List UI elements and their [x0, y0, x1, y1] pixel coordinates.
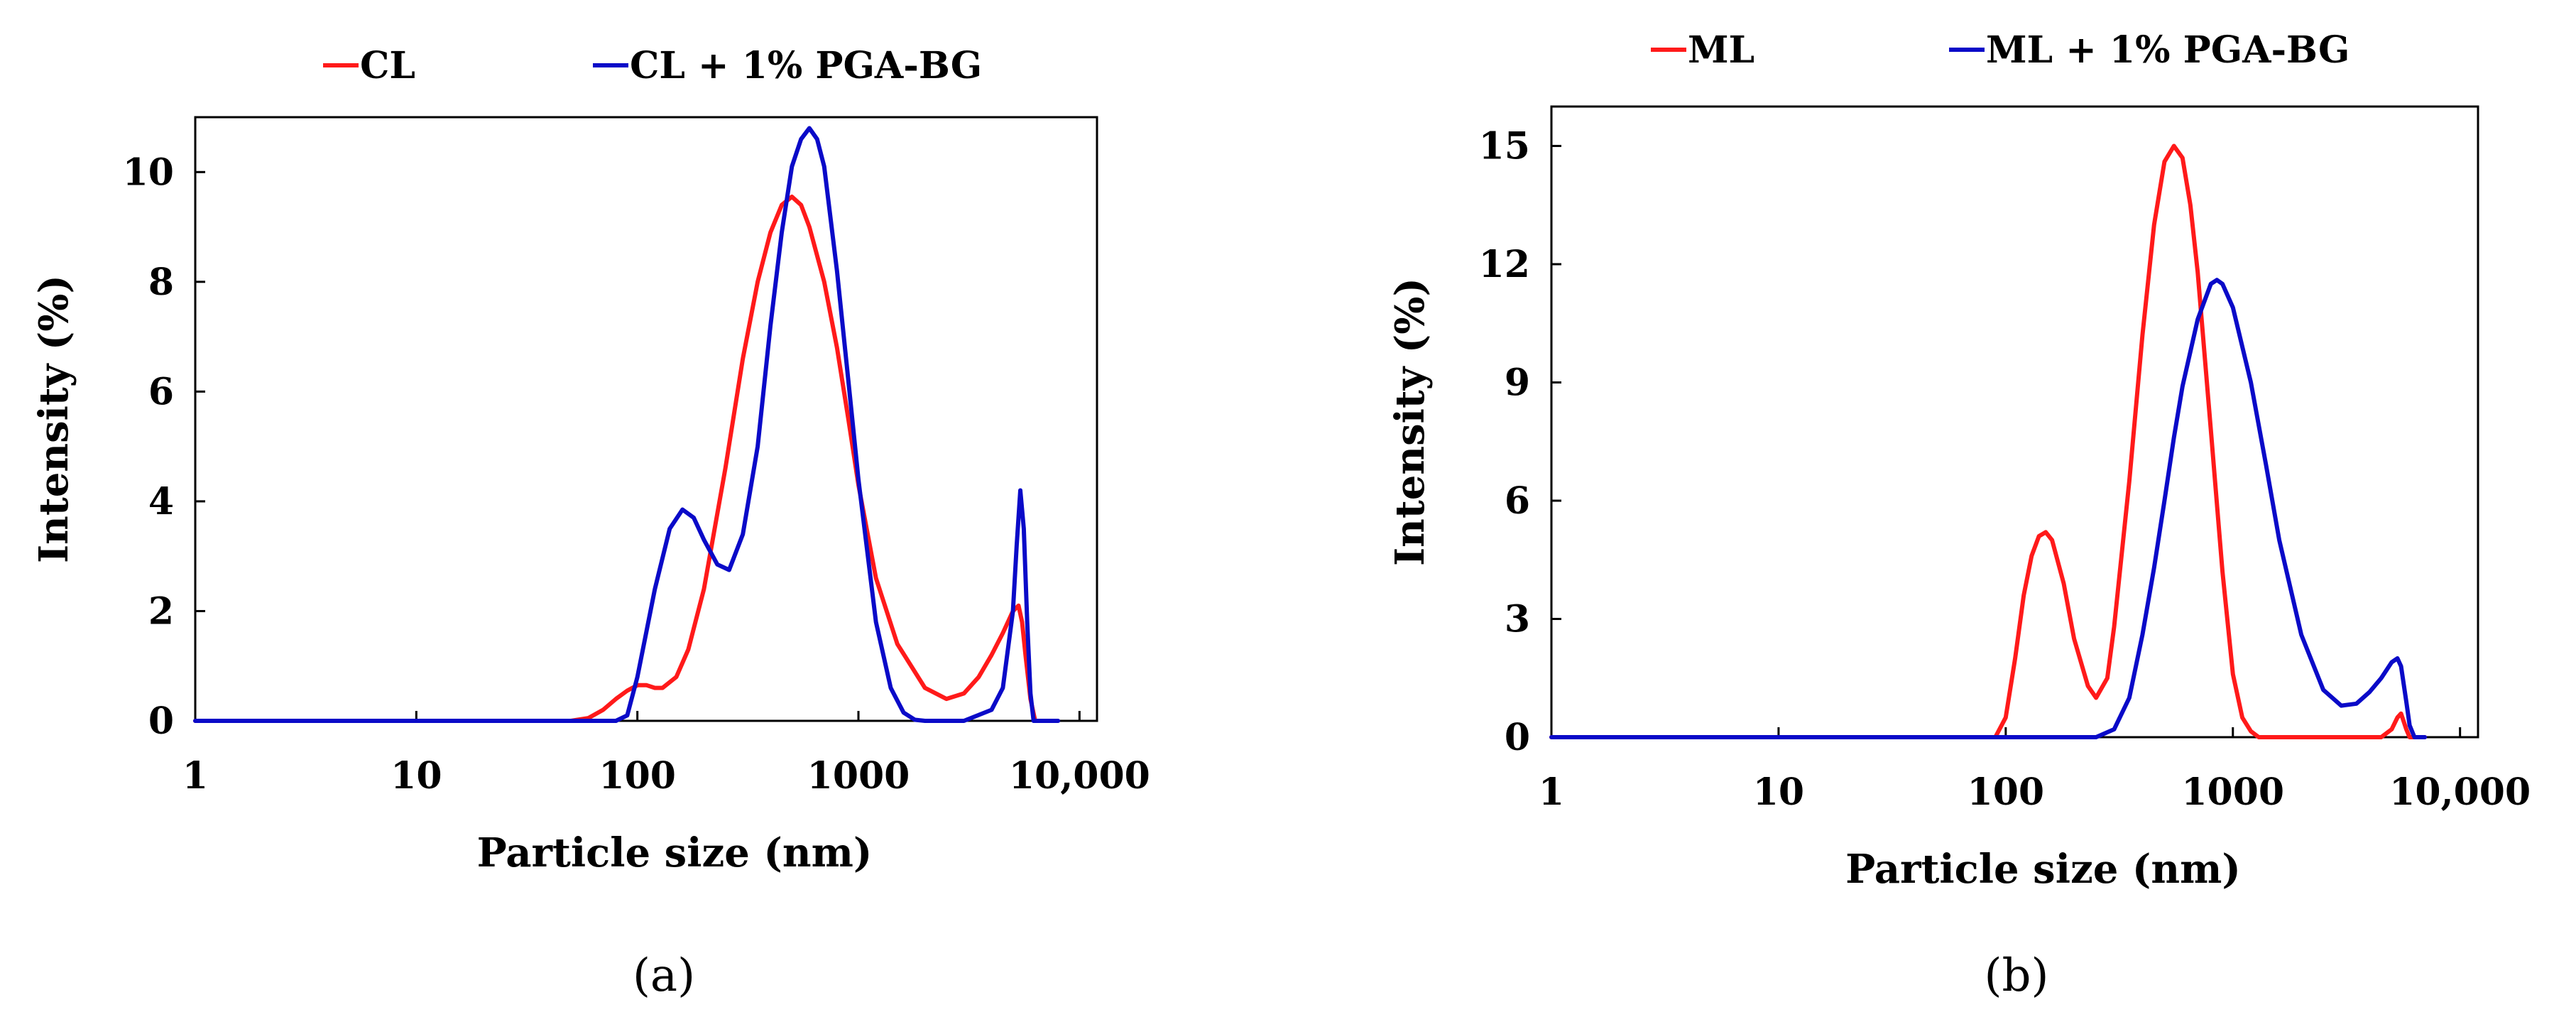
x-tick-label: 10,000 [2389, 771, 2531, 814]
y-axis-title: Intensity (%) [31, 275, 77, 563]
x-tick-label: 100 [599, 754, 676, 798]
y-tick-label: 8 [148, 261, 174, 304]
legend-label-2: ML + 1% PGA-BG [1986, 28, 2349, 72]
x-axis-title: Particle size (nm) [477, 830, 873, 876]
y-axis-title: Intensity (%) [1387, 278, 1434, 566]
series-line-2 [193, 126, 1061, 723]
y-tick-label: 12 [1479, 243, 1530, 286]
x-tick-label: 1000 [2181, 771, 2284, 814]
panel-a: 1 10 100 1000 10,000 0 2 4 6 8 10 Particle size (nm… [31, 44, 1150, 1002]
plot-frame [194, 116, 1098, 722]
x-tick-label: 1 [1539, 771, 1564, 814]
legend-label-1: CL [360, 44, 415, 87]
x-tick-label: 10 [1753, 771, 1804, 814]
series-line-1 [193, 195, 1037, 723]
y-tick-label: 0 [1505, 716, 1530, 759]
series-line-2 [1549, 278, 2428, 739]
x-tick-label: 1000 [807, 754, 910, 798]
legend-label-1: ML [1688, 28, 1754, 72]
x-axis-title: Particle size (nm) [1845, 846, 2241, 893]
y-tick-label: 10 [123, 151, 174, 194]
panel-b: 1 10 100 1000 10,000 0 3 6 9 12 15 Particle size (n… [1387, 28, 2531, 1002]
y-tick-label: 2 [148, 589, 174, 633]
y-tick-label: 4 [148, 480, 174, 523]
y-tick-label: 15 [1479, 125, 1530, 168]
panel-caption: (b) [1985, 950, 2049, 1002]
x-tick-label: 1 [182, 754, 208, 798]
y-tick-label: 0 [148, 700, 174, 743]
y-tick-label: 6 [1505, 479, 1530, 523]
series-line-1 [1549, 143, 2428, 739]
x-tick-label: 100 [1968, 771, 2045, 814]
panel-caption: (a) [633, 950, 695, 1002]
y-tick-label: 6 [148, 370, 174, 413]
x-tick-label: 10,000 [1009, 754, 1150, 798]
x-tick-label: 10 [391, 754, 442, 798]
y-tick-label: 9 [1505, 361, 1530, 405]
y-tick-label: 3 [1505, 598, 1530, 641]
plot-frame [1550, 105, 2479, 739]
legend-label-2: CL + 1% PGA-BG [630, 44, 982, 87]
